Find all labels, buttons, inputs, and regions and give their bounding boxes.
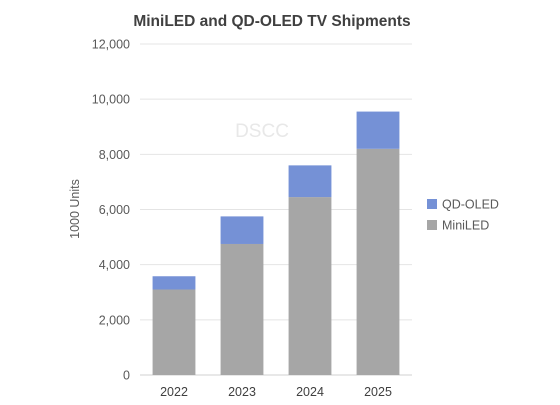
y-tick-label: 0 <box>123 369 130 383</box>
x-tick-label: 2024 <box>296 385 324 399</box>
y-tick-label: 12,000 <box>92 38 130 52</box>
legend-label: QD-OLED <box>442 198 499 212</box>
y-tick-labels: 0 2,000 4,000 6,000 8,000 10,000 12,000 <box>92 38 130 383</box>
bar-segment-miniled <box>288 197 332 375</box>
legend-label: MiniLED <box>442 219 489 233</box>
x-tick-label: 2023 <box>228 385 256 399</box>
chart-title: MiniLED and QD-OLED TV Shipments <box>133 13 410 30</box>
bar-segment-miniled <box>220 243 264 375</box>
legend: QD-OLED MiniLED <box>427 198 499 233</box>
bar-segment-qd-oled <box>220 216 264 244</box>
watermark-text: DSCC <box>235 121 289 142</box>
bar-segment-qd-oled <box>288 165 332 198</box>
y-tick-label: 8,000 <box>99 148 130 162</box>
y-tick-label: 2,000 <box>99 313 130 327</box>
x-tick-labels: 2022 2023 2024 2025 <box>160 385 392 399</box>
x-tick-label: 2025 <box>364 385 392 399</box>
bar-segment-qd-oled <box>356 111 400 149</box>
legend-swatch <box>427 199 437 209</box>
x-tick-label: 2022 <box>160 385 188 399</box>
bar-segment-miniled <box>356 148 400 375</box>
legend-swatch <box>427 220 437 230</box>
bar-segment-miniled <box>152 289 196 375</box>
y-tick-label: 10,000 <box>92 93 130 107</box>
y-axis-label: 1000 Units <box>68 179 82 239</box>
bar-segment-qd-oled <box>152 276 196 290</box>
y-tick-label: 4,000 <box>99 258 130 272</box>
bars <box>152 111 400 375</box>
y-tick-label: 6,000 <box>99 203 130 217</box>
